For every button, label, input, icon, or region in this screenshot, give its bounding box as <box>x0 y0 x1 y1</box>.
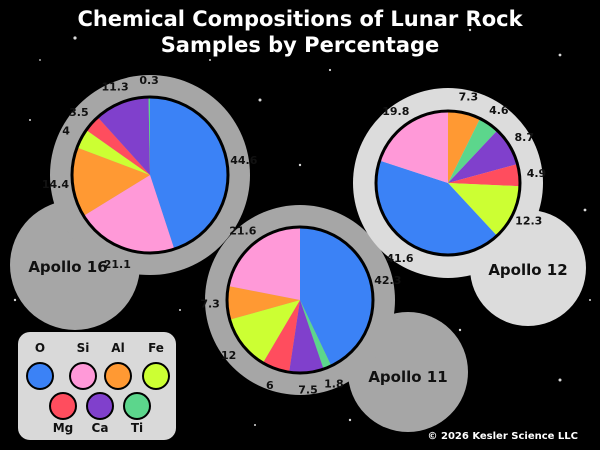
pie-slice-fe <box>229 300 300 363</box>
pie-charts: 44.6 21.1 14.4 4 3.5 11.3 0.3 Apollo 16 42.3 1.8 7… <box>28 74 567 397</box>
slice-value-label: 4.9 <box>527 167 547 180</box>
legend-label-mg: Mg <box>53 421 74 435</box>
pie-slice-mg <box>262 300 300 373</box>
pie-slice-mg <box>86 117 150 175</box>
pie-slice-o <box>376 160 497 256</box>
star-11 <box>558 378 562 382</box>
pie-title: Apollo 11 <box>368 368 447 386</box>
star-4 <box>258 98 262 102</box>
legend-swatch-si <box>69 362 97 390</box>
star-5 <box>298 163 302 167</box>
pie-slice-o <box>300 227 374 366</box>
star-0 <box>73 36 77 40</box>
slice-value-label: 4 <box>62 124 70 137</box>
pie-slice-o <box>150 97 229 250</box>
pie-slice-al <box>448 111 481 183</box>
slice-value-label: 12.3 <box>515 214 542 227</box>
legend-label-o: O <box>35 341 45 355</box>
star-1 <box>468 28 472 32</box>
pie-slice-ti <box>300 300 332 370</box>
slice-value-label: 0.3 <box>139 74 159 87</box>
star-8 <box>13 298 17 302</box>
slice-value-label: 8.7 <box>515 131 535 144</box>
star-3 <box>29 119 31 121</box>
star-7 <box>583 208 587 212</box>
pie-slice-si <box>379 111 448 183</box>
pie-outline <box>225 225 375 375</box>
star-13 <box>348 418 352 422</box>
slice-value-label: 3.5 <box>69 106 89 119</box>
pie-slice-ca <box>97 97 150 175</box>
legend-swatch-o <box>26 362 54 390</box>
pie-slice-ti <box>148 97 150 175</box>
star-2 <box>558 53 562 57</box>
slice-value-label: 14.4 <box>42 178 69 191</box>
slice-value-label: 7.3 <box>200 298 220 311</box>
slice-value-label: 7.5 <box>298 384 318 397</box>
slice-value-label: 12 <box>221 349 236 362</box>
star-17 <box>328 68 332 72</box>
pie-title: Apollo 12 <box>488 261 567 279</box>
legend-label-ca: Ca <box>92 421 109 435</box>
pie-outline <box>374 109 522 257</box>
pie-slice-fe <box>448 183 520 236</box>
legend: O Si Al Fe Mg Ca Ti <box>18 332 176 440</box>
slice-value-label: 11.3 <box>101 81 128 94</box>
copyright-text: © 2026 Kesler Science LLC <box>427 431 578 442</box>
legend-swatch-mg <box>49 392 77 420</box>
legend-label-ti: Ti <box>131 421 143 435</box>
pie-slice-ca <box>448 130 518 183</box>
slice-value-label: 19.8 <box>382 105 409 118</box>
star-14 <box>39 59 41 61</box>
pie-slice-si <box>228 227 300 300</box>
chart-title-line-2: Samples by Percentage <box>160 33 440 57</box>
slice-value-label: 7.3 <box>459 90 479 103</box>
slice-value-label: 41.6 <box>386 252 413 265</box>
legend-label-fe: Fe <box>148 341 164 355</box>
pie-outline <box>70 95 230 255</box>
legend-swatch-fe <box>142 362 170 390</box>
pie-2: 7.3 4.6 8.7 4.9 12.3 41.6 19.8 Apollo 12 <box>374 90 568 279</box>
legend-label-al: Al <box>111 341 124 355</box>
star-15 <box>209 59 211 61</box>
pie-slice-al <box>72 147 150 216</box>
pie-slice-si <box>83 175 175 254</box>
pie-slice-ca <box>289 300 324 373</box>
pie-slice-mg <box>448 164 520 187</box>
legend-swatch-ti <box>123 392 151 420</box>
star-18 <box>589 299 591 301</box>
slice-value-label: 4.6 <box>489 104 509 117</box>
slice-value-label: 21.1 <box>104 258 131 271</box>
pie-0: 44.6 21.1 14.4 4 3.5 11.3 0.3 Apollo 16 <box>28 74 257 276</box>
chart-title-line-1: Chemical Compositions of Lunar Rock <box>77 7 523 31</box>
slice-value-label: 42.3 <box>374 274 401 287</box>
pie-slice-fe <box>77 130 150 175</box>
slice-value-label: 1.8 <box>324 377 344 390</box>
star-10 <box>458 328 462 332</box>
slice-value-label: 21.6 <box>229 225 256 238</box>
legend-swatch-al <box>104 362 132 390</box>
star-9 <box>179 309 181 311</box>
legend-label-si: Si <box>77 341 90 355</box>
pie-slice-ti <box>448 118 498 183</box>
slice-value-label: 44.6 <box>230 154 257 167</box>
pie-1: 42.3 1.8 7.5 6 12 7.3 21.6 Apollo 11 <box>200 225 447 397</box>
pie-title: Apollo 16 <box>28 258 107 276</box>
star-19 <box>254 424 256 426</box>
slice-value-label: 6 <box>266 379 274 392</box>
legend-swatch-ca <box>86 392 114 420</box>
pie-slice-al <box>227 286 300 320</box>
